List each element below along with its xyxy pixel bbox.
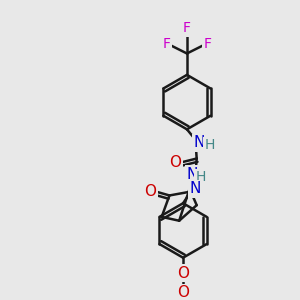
Text: N: N xyxy=(186,167,197,182)
Text: H: H xyxy=(204,138,214,152)
Text: O: O xyxy=(177,266,189,281)
Text: F: F xyxy=(163,37,170,51)
Text: O: O xyxy=(144,184,156,199)
Text: O: O xyxy=(169,155,181,170)
Text: H: H xyxy=(195,170,206,184)
Text: N: N xyxy=(194,135,205,150)
Text: N: N xyxy=(189,181,200,196)
Text: O: O xyxy=(177,285,189,300)
Text: F: F xyxy=(203,37,211,51)
Text: F: F xyxy=(183,21,191,35)
